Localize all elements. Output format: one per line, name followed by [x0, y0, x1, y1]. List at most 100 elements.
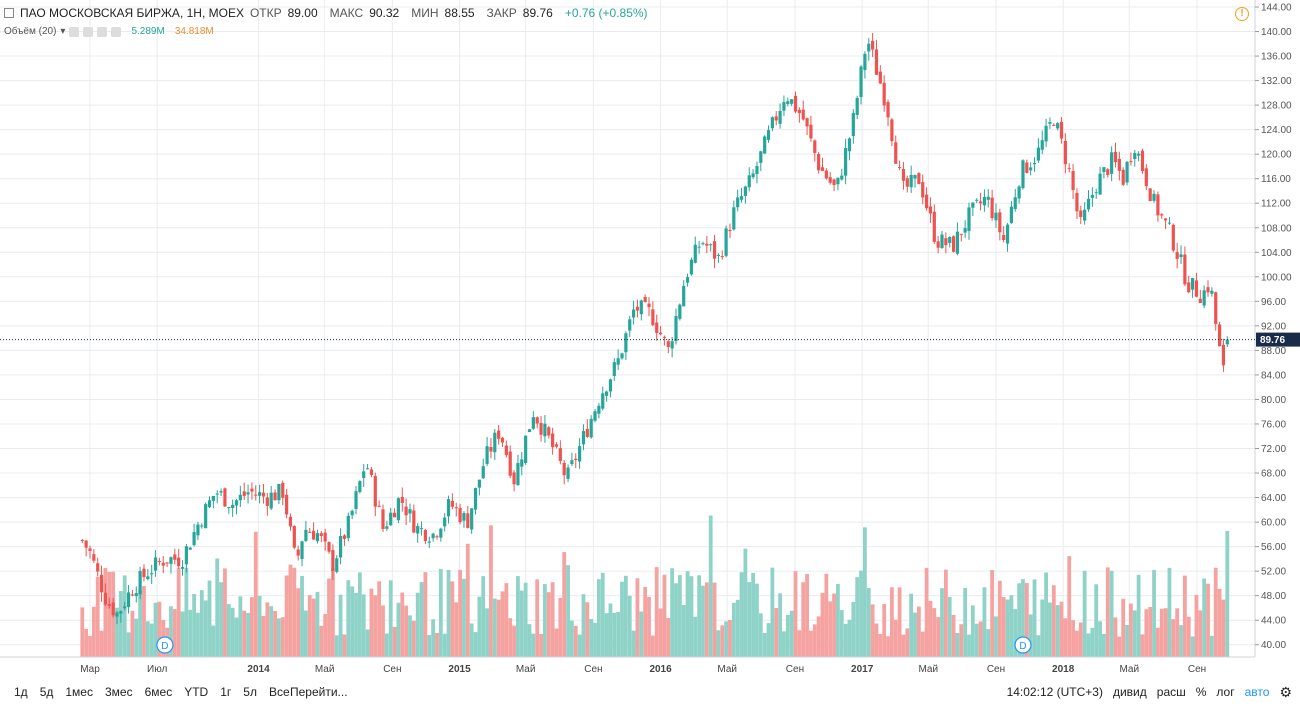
- candle-body: [439, 528, 443, 538]
- candle-body: [1013, 197, 1017, 210]
- collapse-icon[interactable]: [4, 8, 14, 18]
- dividend-marker: [1014, 636, 1032, 654]
- candle-body: [1133, 152, 1137, 160]
- candle-body: [1009, 206, 1013, 224]
- candle-body: [847, 138, 852, 152]
- candle-body: [462, 513, 466, 521]
- period-button[interactable]: Все: [268, 685, 290, 699]
- candle-body: [153, 557, 158, 571]
- candle-body: [597, 405, 601, 414]
- volume-label[interactable]: Объём (20): [4, 26, 57, 37]
- period-button[interactable]: 1д: [14, 685, 28, 699]
- candle-body: [323, 532, 327, 542]
- candle-body: [1094, 192, 1098, 194]
- clock-time[interactable]: 14:02:12 (UTC+3): [1006, 685, 1103, 699]
- price-tick-label: 128.00: [1261, 101, 1292, 112]
- candle-body: [1075, 192, 1079, 212]
- candle-body: [689, 259, 694, 275]
- volume-bar: [1021, 579, 1025, 657]
- price-axis[interactable]: 40.00 44.00 48.00 52.00 56.00 60.00 64.00 68.00…: [1254, 0, 1300, 657]
- price-tick-label: 68.00: [1261, 469, 1286, 480]
- volume-bar: [88, 636, 92, 657]
- volume-bar: [797, 630, 802, 657]
- auto-scale-toggle[interactable]: авто: [1244, 685, 1270, 699]
- candle-body: [146, 576, 150, 580]
- volume-bar: [550, 582, 555, 657]
- candle-body: [1225, 339, 1229, 345]
- extended-hours-toggle[interactable]: расш: [1156, 685, 1186, 699]
- dividend-marker-label: D: [1019, 641, 1026, 652]
- time-axis[interactable]: Мар Июл 2014 Май Сен 2015 Май Сен 2016 Май Сен 2017…: [0, 656, 1255, 675]
- volume-bar: [1082, 570, 1087, 657]
- period-button[interactable]: 3мес: [104, 685, 133, 699]
- volume-bar: [446, 569, 451, 657]
- candle-body: [685, 277, 690, 283]
- candle-body: [859, 66, 863, 98]
- gear-icon[interactable]: ⚙: [1279, 684, 1292, 700]
- candle-body: [1048, 122, 1052, 124]
- remove-icon[interactable]: [97, 26, 108, 37]
- price-tick-label: 100.00: [1261, 272, 1292, 283]
- volume-bar: [720, 625, 725, 657]
- volume-bar: [832, 593, 836, 657]
- period-button[interactable]: YTD: [184, 685, 209, 699]
- volume-bar: [269, 606, 274, 657]
- volume-bar: [315, 591, 320, 657]
- candle-body: [709, 244, 713, 246]
- candle-body: [944, 238, 948, 246]
- volume-bar: [731, 602, 736, 657]
- last-price-tag: [1256, 332, 1300, 347]
- candle-body: [1090, 194, 1094, 198]
- goto-date-button[interactable]: Перейти...: [290, 685, 348, 699]
- more-icon[interactable]: [111, 26, 122, 37]
- candle-body: [300, 541, 304, 559]
- volume-bar: [211, 625, 216, 657]
- log-scale-toggle[interactable]: лог: [1216, 685, 1235, 699]
- price-chart[interactable]: 40.00 44.00 48.00 52.00 56.00 60.00 64.00 68.00…: [0, 0, 1300, 680]
- volume-bar: [1140, 634, 1145, 657]
- volume-bar: [1044, 572, 1048, 657]
- candle-body: [99, 574, 104, 593]
- settings-icon[interactable]: [83, 26, 94, 37]
- time-tick-label: Май: [918, 664, 938, 675]
- period-button[interactable]: 1г: [220, 685, 232, 699]
- dividends-toggle[interactable]: дивид: [1112, 685, 1147, 699]
- time-tick-label: Май: [1119, 664, 1139, 675]
- period-button[interactable]: 1мес: [65, 685, 93, 699]
- percent-scale-toggle[interactable]: %: [1195, 685, 1207, 699]
- volume-bar: [153, 602, 158, 657]
- candle-body: [1175, 252, 1179, 259]
- candle-body: [558, 448, 562, 462]
- warning-icon[interactable]: !: [1235, 7, 1249, 21]
- candle-body: [477, 479, 481, 488]
- candle-body: [585, 428, 589, 437]
- period-button[interactable]: 5л: [243, 685, 257, 699]
- volume-bar: [327, 578, 331, 657]
- period-button[interactable]: 6мес: [144, 685, 173, 699]
- period-button[interactable]: 5д: [39, 685, 54, 699]
- candle-body: [805, 118, 809, 127]
- candle-body: [165, 562, 169, 564]
- volume-bar: [1059, 601, 1064, 657]
- eye-icon[interactable]: [69, 26, 80, 37]
- dropdown-icon[interactable]: ▾: [60, 26, 66, 37]
- volume-bar: [1206, 583, 1210, 657]
- volume-bar: [442, 633, 447, 657]
- candle-body: [473, 488, 478, 510]
- volume-bar: [920, 631, 925, 657]
- candle-body: [304, 529, 308, 541]
- change-value: +0.76 (+0.85%): [564, 6, 648, 20]
- volume-bar: [543, 584, 547, 657]
- volume-bar: [986, 629, 991, 657]
- volume-bar: [816, 616, 821, 657]
- candle-body: [574, 458, 578, 461]
- symbol-title[interactable]: ПАО МОСКОВСКАЯ БИРЖА, 1Н, MOEX: [20, 6, 244, 20]
- candle-body: [624, 333, 628, 353]
- candle-body: [130, 594, 135, 596]
- volume-bar: [465, 543, 470, 657]
- candle-body: [150, 573, 154, 575]
- volume-ma-value: 34.818M: [174, 26, 214, 37]
- candle-body: [793, 95, 798, 112]
- candle-body: [296, 549, 300, 556]
